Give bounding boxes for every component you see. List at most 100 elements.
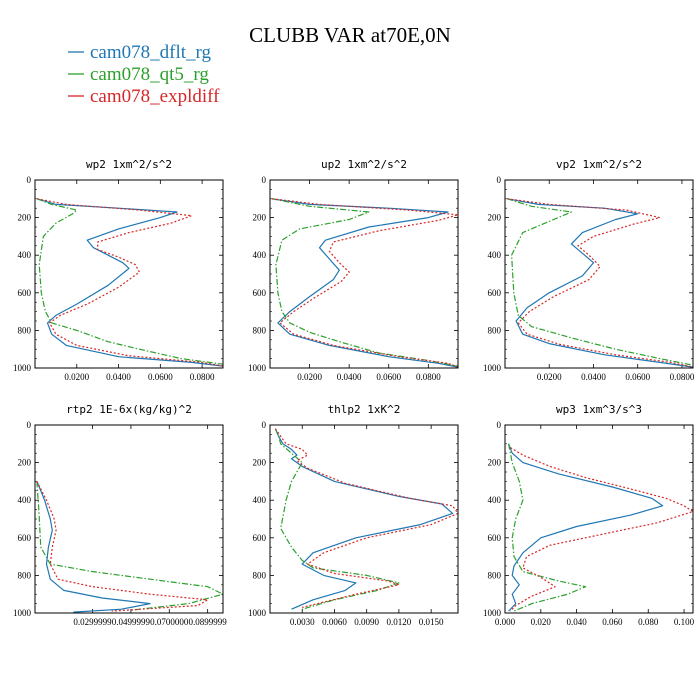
y-tick-label: 0 bbox=[497, 175, 502, 185]
panel-1: wp2 1xm^2/s^2 0 200 400 600 800 1000 0.0200 0.04… bbox=[13, 158, 224, 382]
legend-label: cam078_dflt_rg bbox=[90, 42, 212, 63]
panel-title: wp3 1xm^3/s^3 bbox=[556, 403, 642, 416]
y-tick-label: 1000 bbox=[483, 363, 502, 373]
legend-item: cam078_expldiff bbox=[68, 86, 220, 107]
x-tick-label: 0.0150 bbox=[419, 617, 444, 627]
y-tick-label: 1000 bbox=[483, 608, 502, 618]
x-tick-label: 0.0600 bbox=[625, 372, 650, 382]
y-tick-label: 400 bbox=[18, 495, 32, 505]
series-line-cam078_dflt_rg bbox=[508, 443, 664, 612]
series-line-cam078_expldiff bbox=[36, 481, 209, 612]
x-tick-label: 0.080 bbox=[638, 617, 659, 627]
panel-title: wp2 1xm^2/s^2 bbox=[86, 158, 172, 171]
x-tick-label: 0.0200 bbox=[64, 372, 89, 382]
series-line-cam078_dflt_rg bbox=[274, 428, 454, 610]
y-tick-label: 0 bbox=[27, 420, 32, 430]
legend-item: cam078_dflt_rg bbox=[68, 42, 212, 63]
series-line-cam078_qt5_rg bbox=[36, 481, 223, 611]
series-line-cam078_expldiff bbox=[274, 428, 458, 608]
x-tick-label: 0.020 bbox=[531, 617, 552, 627]
x-tick-label: 0.0090 bbox=[354, 617, 379, 627]
legend-label: cam078_qt5_rg bbox=[90, 64, 209, 85]
panel-5: thlp2 1xK^2 0 200 400 600 800 1000 0.0030 0.0060… bbox=[248, 403, 459, 627]
y-tick-label: 1000 bbox=[13, 363, 32, 373]
series-line-cam078_dflt_rg bbox=[36, 481, 151, 613]
y-tick-label: 0 bbox=[262, 175, 267, 185]
figure-title: CLUBB VAR at70E,0N bbox=[249, 23, 451, 47]
x-tick-label: 0.100 bbox=[674, 617, 695, 627]
plot-frame bbox=[34, 179, 224, 369]
plot-frame bbox=[34, 424, 224, 614]
x-tick-label: 0.0800 bbox=[416, 372, 441, 382]
panel-title: rtp2 1E-6x(kg/kg)^2 bbox=[66, 403, 192, 416]
plot-frame bbox=[269, 424, 459, 614]
y-tick-label: 0 bbox=[262, 420, 267, 430]
x-tick-label: 0.0700000 bbox=[150, 617, 189, 627]
x-tick-label: 0.0899999 bbox=[189, 617, 228, 627]
y-tick-label: 800 bbox=[253, 570, 267, 580]
y-tick-label: 800 bbox=[488, 570, 502, 580]
series-line-cam078_qt5_rg bbox=[274, 428, 400, 610]
panel-4: rtp2 1E-6x(kg/kg)^2 0 200 400 600 800 1000 0.02… bbox=[13, 403, 227, 627]
y-tick-label: 800 bbox=[18, 325, 32, 335]
y-tick-label: 600 bbox=[18, 533, 32, 543]
series-line-cam078_expldiff bbox=[507, 198, 693, 368]
y-tick-label: 600 bbox=[253, 288, 267, 298]
y-tick-label: 1000 bbox=[248, 608, 267, 618]
y-tick-label: 1000 bbox=[248, 363, 267, 373]
x-tick-label: 0.0800 bbox=[670, 372, 695, 382]
series-line-cam078_dflt_rg bbox=[271, 198, 458, 368]
plot-frame bbox=[504, 424, 694, 614]
y-tick-label: 800 bbox=[488, 325, 502, 335]
series-line-cam078_dflt_rg bbox=[36, 198, 223, 367]
y-tick-label: 400 bbox=[18, 250, 32, 260]
panel-title: up2 1xm^2/s^2 bbox=[321, 158, 407, 171]
y-tick-label: 400 bbox=[253, 250, 267, 260]
y-tick-label: 800 bbox=[253, 325, 267, 335]
y-tick-label: 200 bbox=[18, 458, 32, 468]
y-tick-label: 800 bbox=[18, 570, 32, 580]
x-tick-label: 0.0400 bbox=[581, 372, 606, 382]
panel-title: vp2 1xm^2/s^2 bbox=[556, 158, 642, 171]
panel-3: vp2 1xm^2/s^2 0 200 400 600 800 1000 0.0200 0.04… bbox=[483, 158, 695, 382]
panel-2: up2 1xm^2/s^2 0 200 400 600 800 1000 0.0200 0.04… bbox=[248, 158, 459, 382]
x-tick-label: 0.0800 bbox=[190, 372, 215, 382]
y-tick-label: 600 bbox=[488, 288, 502, 298]
legend-label: cam078_expldiff bbox=[90, 86, 220, 107]
plot-frame bbox=[504, 179, 694, 369]
y-tick-label: 200 bbox=[253, 213, 267, 223]
y-tick-label: 400 bbox=[488, 250, 502, 260]
x-tick-label: 0.0499999 bbox=[112, 617, 151, 627]
x-tick-label: 0.0200 bbox=[537, 372, 562, 382]
y-tick-label: 1000 bbox=[13, 608, 32, 618]
y-tick-label: 200 bbox=[488, 213, 502, 223]
x-tick-label: 0.0600 bbox=[148, 372, 173, 382]
series-line-cam078_expldiff bbox=[509, 447, 693, 612]
y-tick-label: 200 bbox=[253, 458, 267, 468]
x-tick-label: 0.0060 bbox=[322, 617, 347, 627]
y-tick-label: 400 bbox=[253, 495, 267, 505]
x-tick-label: 0.000 bbox=[495, 617, 516, 627]
y-tick-label: 600 bbox=[253, 533, 267, 543]
y-tick-label: 0 bbox=[27, 175, 32, 185]
series-line-cam078_expldiff bbox=[36, 198, 223, 367]
x-tick-label: 0.0200 bbox=[297, 372, 322, 382]
y-tick-label: 600 bbox=[488, 533, 502, 543]
x-tick-label: 0.0299999 bbox=[73, 617, 112, 627]
x-tick-label: 0.040 bbox=[566, 617, 587, 627]
legend-item: cam078_qt5_rg bbox=[68, 64, 209, 85]
series-line-cam078_qt5_rg bbox=[36, 198, 223, 365]
plot-frame bbox=[269, 179, 459, 369]
x-tick-label: 0.0120 bbox=[387, 617, 412, 627]
x-tick-label: 0.0400 bbox=[106, 372, 131, 382]
series-line-cam078_dflt_rg bbox=[507, 198, 693, 368]
y-tick-label: 400 bbox=[488, 495, 502, 505]
x-tick-label: 0.0600 bbox=[376, 372, 401, 382]
x-tick-label: 0.0400 bbox=[337, 372, 362, 382]
x-tick-label: 0.060 bbox=[602, 617, 623, 627]
series-line-cam078_qt5_rg bbox=[271, 198, 458, 367]
series-line-cam078_qt5_rg bbox=[507, 198, 693, 366]
